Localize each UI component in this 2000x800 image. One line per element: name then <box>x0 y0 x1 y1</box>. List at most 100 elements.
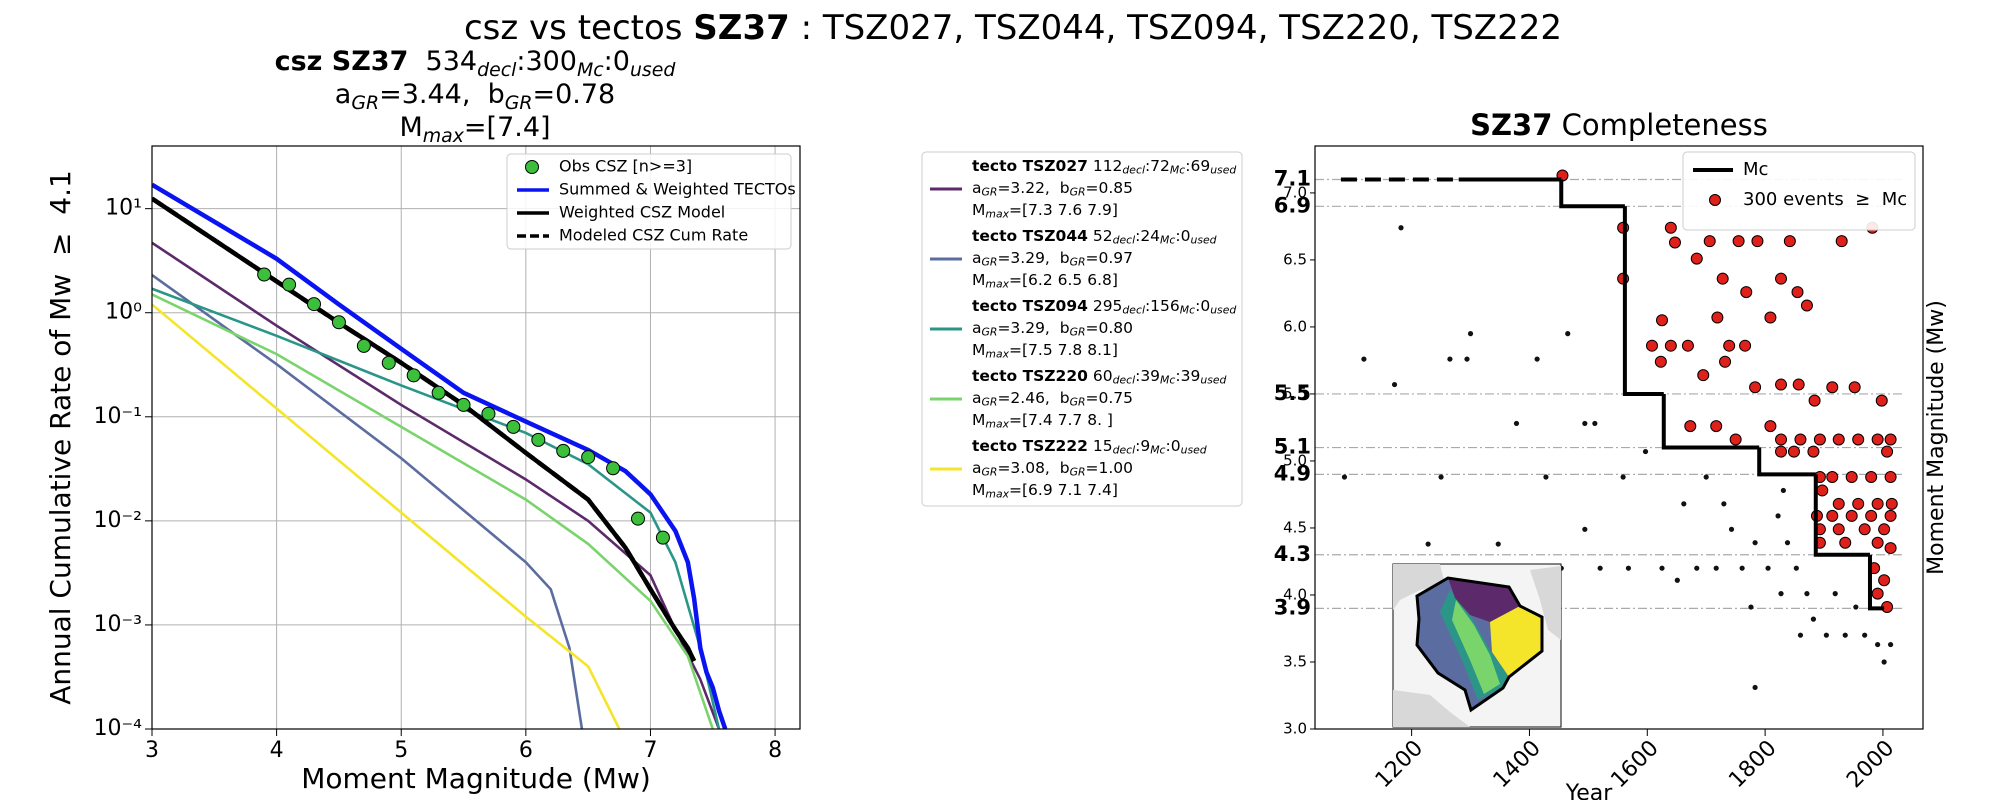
text-run: =0.75 <box>1086 389 1134 407</box>
text-run: =3.44, b <box>379 79 505 110</box>
data-point <box>331 315 346 330</box>
data-point <box>1823 632 1829 638</box>
text-run: a <box>972 459 982 477</box>
text-run: =2.46, b <box>997 389 1069 407</box>
legend-marker <box>1709 194 1721 206</box>
text-run: =3.08, b <box>997 459 1069 477</box>
x-tick-label: 5 <box>394 738 408 763</box>
data-point <box>1713 565 1719 571</box>
data-point <box>1832 433 1845 446</box>
data-point <box>1875 641 1881 648</box>
zone <box>1448 578 1520 622</box>
data-point <box>1878 574 1891 587</box>
data-point <box>1794 433 1807 446</box>
text-run: :0 <box>604 46 630 77</box>
data-point <box>1582 420 1588 427</box>
data-point <box>1845 509 1858 522</box>
text-run: used <box>1181 444 1207 457</box>
text-run: GR <box>982 466 998 479</box>
legend-label: tecto TSZ027 112decl:72Mc:69used <box>972 157 1236 177</box>
data-point <box>1884 542 1897 555</box>
data-point <box>1728 526 1735 532</box>
data-point <box>1684 420 1697 433</box>
data-point <box>1775 378 1788 391</box>
data-point <box>1668 236 1681 249</box>
text-run: :0 <box>1195 297 1210 315</box>
text-run: used <box>1200 374 1226 387</box>
y-tick-label: 3.0 <box>1283 720 1307 738</box>
text-run: :69 <box>1185 157 1210 175</box>
data-point <box>1826 509 1839 522</box>
suptitle: csz vs tectos SZ37 : TSZ027, TSZ044, TSZ… <box>464 8 1562 48</box>
text-run: SZ37 <box>693 8 789 48</box>
text-run: decl <box>1113 234 1136 247</box>
text-run: max <box>985 488 1009 501</box>
text-run: :24 <box>1135 227 1160 245</box>
data-point <box>1842 632 1848 638</box>
data-point <box>531 432 546 447</box>
plot-lines <box>152 182 728 729</box>
text-run: GR <box>351 92 379 114</box>
text-run: GR <box>982 396 998 409</box>
text-run: :9 <box>1135 437 1150 455</box>
data-point <box>1871 536 1884 549</box>
data-point <box>456 397 471 412</box>
data-point <box>1681 501 1687 507</box>
data-point <box>1887 641 1894 648</box>
text-run: GR <box>1070 396 1086 409</box>
text-run: Mc <box>1180 304 1195 317</box>
text-run: used <box>1210 164 1236 177</box>
data-point <box>1839 536 1852 549</box>
y-tick-label: 10⁻² <box>94 508 142 533</box>
data-point <box>356 338 371 353</box>
data-point <box>1881 445 1894 458</box>
step-line <box>1757 447 1816 477</box>
legend-label: Mmax=[7.4 7.7 8. ] <box>972 411 1113 431</box>
text-run: Mc <box>1160 374 1175 387</box>
step-line <box>1813 474 1870 557</box>
mc-level-label: 5.5 <box>1274 381 1311 405</box>
text-run: max <box>985 348 1009 361</box>
data-point <box>1832 497 1845 510</box>
legend-marker <box>525 160 539 174</box>
legend-label: Mmax=[6.9 7.1 7.4] <box>972 481 1118 501</box>
text-run: GR <box>982 326 998 339</box>
data-point <box>1447 356 1453 362</box>
text-run: M <box>399 112 422 143</box>
plot-marks <box>1315 169 1903 691</box>
data-point <box>1765 565 1771 571</box>
data-point <box>1808 394 1821 407</box>
data-point <box>1792 378 1805 391</box>
data-point <box>1697 369 1710 382</box>
step-line <box>1622 206 1664 396</box>
data-point <box>1751 235 1764 248</box>
data-point <box>506 419 521 434</box>
y-tick-label: 6.5 <box>1283 250 1307 268</box>
text-run: decl <box>477 59 517 81</box>
data-point <box>1875 394 1888 407</box>
legend-label: Mc <box>1743 159 1768 180</box>
data-point <box>1784 540 1791 546</box>
data-point <box>1764 311 1777 324</box>
data-point <box>1865 509 1878 522</box>
text-run: a <box>972 389 982 407</box>
data-point <box>1793 565 1799 571</box>
data-point <box>1464 356 1470 362</box>
text-run: GR <box>1070 256 1086 269</box>
legend-label: tecto TSZ222 15decl:9Mc:0used <box>972 437 1207 457</box>
data-point <box>1787 445 1800 458</box>
text-run: =3.29, b <box>997 319 1069 337</box>
data-point <box>1659 565 1665 571</box>
data-point <box>1775 433 1788 446</box>
series-line <box>152 303 621 729</box>
data-point <box>1694 565 1700 571</box>
text-run: Mc <box>577 59 604 81</box>
data-point <box>1740 286 1753 299</box>
text-run: =[6.9 7.1 7.4] <box>1009 481 1118 499</box>
data-point <box>581 450 596 465</box>
chart-title: SZ37 Completeness <box>1470 108 1768 142</box>
legend-label: Mmax=[6.2 6.5 6.8] <box>972 271 1118 291</box>
series-line <box>152 182 728 729</box>
data-point <box>1881 659 1887 665</box>
mc-level-label: 3.9 <box>1274 595 1311 619</box>
